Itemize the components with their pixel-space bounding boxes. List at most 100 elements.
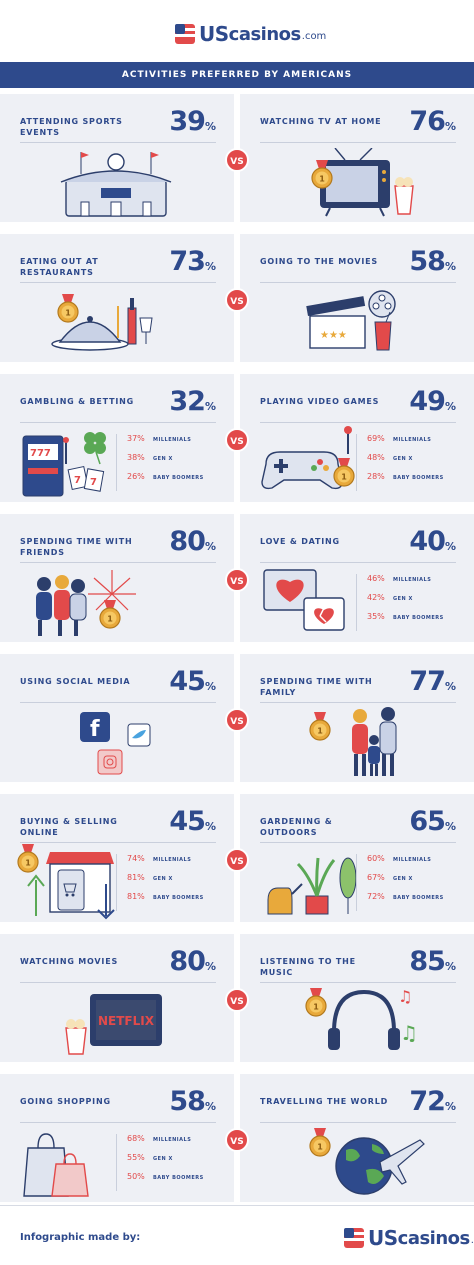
dining-icon: 1 — [40, 288, 160, 362]
friends-icon: 1 — [22, 564, 142, 644]
percentage-value: 32 — [169, 386, 206, 417]
activity-row: WATCHING MOVIES 80% NETFLIX LISTENING TO … — [0, 934, 474, 1062]
generation-row: 67% GEN X — [367, 873, 456, 892]
activity-percentage: 77% — [409, 666, 456, 697]
activity-title: PLAYING VIDEO GAMES — [260, 397, 380, 406]
activity-percentage: 32% — [169, 386, 216, 417]
generation-row: 68% MILLENIALS — [127, 1134, 216, 1153]
online-shop-icon: 1 — [14, 844, 124, 924]
plants-icon — [258, 844, 368, 924]
generation-row: 35% BABY BOOMERS — [367, 612, 456, 631]
activity-title: SPENDING TIME WITH FRIENDS — [20, 537, 133, 557]
svg-text:1: 1 — [107, 615, 113, 624]
percentage-value: 58 — [409, 246, 446, 277]
percentage-value: 40 — [409, 526, 446, 557]
generation-row: 74% MILLENIALS — [127, 854, 216, 873]
activity-card: LISTENING TO THE MUSIC 85% 1 ♫ ♫ — [240, 934, 474, 1062]
activity-row: USING SOCIAL MEDIA 45% f SPENDING TIME WI… — [0, 654, 474, 782]
generation-percentage: 72% — [367, 892, 385, 901]
generation-label: MILLENIALS — [393, 857, 432, 863]
percentage-value: 80 — [169, 526, 206, 557]
generation-label: MILLENIALS — [393, 577, 432, 583]
activity-card: USING SOCIAL MEDIA 45% f — [0, 654, 234, 782]
generation-percentage: 37% — [127, 434, 145, 443]
percent-sign: % — [444, 400, 456, 413]
activity-card: GARDENING & OUTDOORS 65% 60% MILLENIALS 67%… — [240, 794, 474, 922]
activity-percentage: 58% — [169, 1086, 216, 1117]
social-media-icon: f — [70, 708, 180, 782]
netflix-tv-icon: NETFLIX — [60, 988, 190, 1062]
divider — [20, 1122, 216, 1123]
activity-card: BUYING & SELLING ONLINE 45% 1 74% MILLENIA… — [0, 794, 234, 922]
activity-title: GOING TO THE MOVIES — [260, 257, 378, 266]
activity-title: TRAVELLING THE WORLD — [260, 1097, 389, 1106]
generation-label: GEN X — [153, 456, 173, 462]
generation-row: 69% MILLENIALS — [367, 434, 456, 453]
generation-label: MILLENIALS — [393, 437, 432, 443]
generation-breakdown: 46% MILLENIALS 42% GEN X 35% BABY BOOMERS — [356, 574, 456, 631]
activity-percentage: 80% — [169, 946, 216, 977]
generation-row: 81% BABY BOOMERS — [127, 892, 216, 911]
logo-casinos: casinos — [397, 1227, 471, 1249]
generation-label: MILLENIALS — [153, 1137, 192, 1143]
generation-percentage: 48% — [367, 453, 385, 462]
activity-card: PLAYING VIDEO GAMES 49% 1 69% MILLENIALS 48… — [240, 374, 474, 502]
percentage-value: 58 — [169, 1086, 206, 1117]
generation-row: 50% BABY BOOMERS — [127, 1172, 216, 1191]
activity-row: GAMBLING & BETTING 32% 777 7 7 37% MILLENI… — [0, 374, 474, 502]
generation-row: 28% BABY BOOMERS — [367, 472, 456, 491]
generation-row: 42% GEN X — [367, 593, 456, 612]
percent-sign: % — [444, 540, 456, 553]
footer-made-by: Infographic made by: — [20, 1232, 141, 1243]
svg-text:1: 1 — [319, 175, 325, 184]
generation-row: 72% BABY BOOMERS — [367, 892, 456, 911]
generation-row: 46% MILLENIALS — [367, 574, 456, 593]
activity-percentage: 72% — [409, 1086, 456, 1117]
hearts-icon — [258, 564, 358, 644]
activity-card: WATCHING TV AT HOME 76% 1 — [240, 94, 474, 222]
activity-row: SPENDING TIME WITH FRIENDS 80% 1 LOVE & D… — [0, 514, 474, 642]
percent-sign: % — [204, 400, 216, 413]
generation-label: GEN X — [393, 876, 413, 882]
activity-card: SPENDING TIME WITH FRIENDS 80% 1 — [0, 514, 234, 642]
activity-percentage: 85% — [409, 946, 456, 977]
vs-badge: VS — [225, 708, 249, 732]
activity-row: ATTENDING SPORTS EVENTS 39% WATCHING TV A… — [0, 94, 474, 222]
vs-badge: VS — [225, 1128, 249, 1152]
generation-label: GEN X — [153, 1156, 173, 1162]
logo-casinos: casinos — [228, 23, 302, 45]
percentage-value: 49 — [409, 386, 446, 417]
generation-label: GEN X — [393, 456, 413, 462]
percent-sign: % — [444, 680, 456, 693]
generation-row: 60% MILLENIALS — [367, 854, 456, 873]
generation-percentage: 28% — [367, 472, 385, 481]
svg-text:1: 1 — [25, 859, 31, 868]
generation-label: BABY BOOMERS — [153, 475, 204, 481]
generation-breakdown: 60% MILLENIALS 67% GEN X 72% BABY BOOMERS — [356, 854, 456, 911]
generation-label: BABY BOOMERS — [393, 475, 444, 481]
generation-breakdown: 74% MILLENIALS 81% GEN X 81% BABY BOOMERS — [116, 854, 216, 911]
generation-row: 38% GEN X — [127, 453, 216, 472]
generation-percentage: 67% — [367, 873, 385, 882]
gamepad-icon: 1 — [256, 424, 366, 504]
activity-card: GAMBLING & BETTING 32% 777 7 7 37% MILLENI… — [0, 374, 234, 502]
generation-label: BABY BOOMERS — [153, 1175, 204, 1181]
activity-percentage: 80% — [169, 526, 216, 557]
generation-percentage: 81% — [127, 892, 145, 901]
divider — [20, 422, 216, 423]
vs-badge: VS — [225, 988, 249, 1012]
percent-sign: % — [444, 120, 456, 133]
divider — [260, 422, 456, 423]
generation-percentage: 68% — [127, 1134, 145, 1143]
divider — [260, 562, 456, 563]
activity-card: WATCHING MOVIES 80% NETFLIX — [0, 934, 234, 1062]
percent-sign: % — [204, 960, 216, 973]
svg-text:1: 1 — [317, 1143, 323, 1152]
svg-text:1: 1 — [65, 309, 71, 318]
svg-text:1: 1 — [313, 1003, 319, 1012]
site-logo[interactable]: US casinos .com — [175, 22, 326, 46]
generation-percentage: 60% — [367, 854, 385, 863]
activity-percentage: 58% — [409, 246, 456, 277]
